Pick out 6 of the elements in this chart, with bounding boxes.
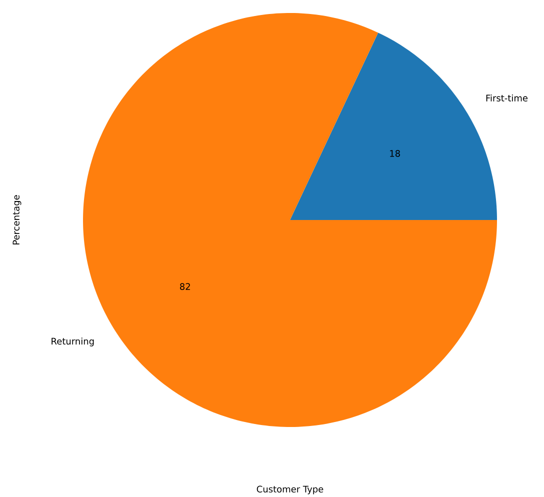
slice-label: Returning bbox=[52, 338, 94, 346]
data-label: 82 bbox=[180, 283, 190, 290]
data-label: 18 bbox=[390, 150, 400, 157]
text: Customer Type bbox=[256, 486, 324, 494]
slice-label: First-time bbox=[486, 94, 528, 102]
text: Percentage bbox=[12, 195, 22, 244]
